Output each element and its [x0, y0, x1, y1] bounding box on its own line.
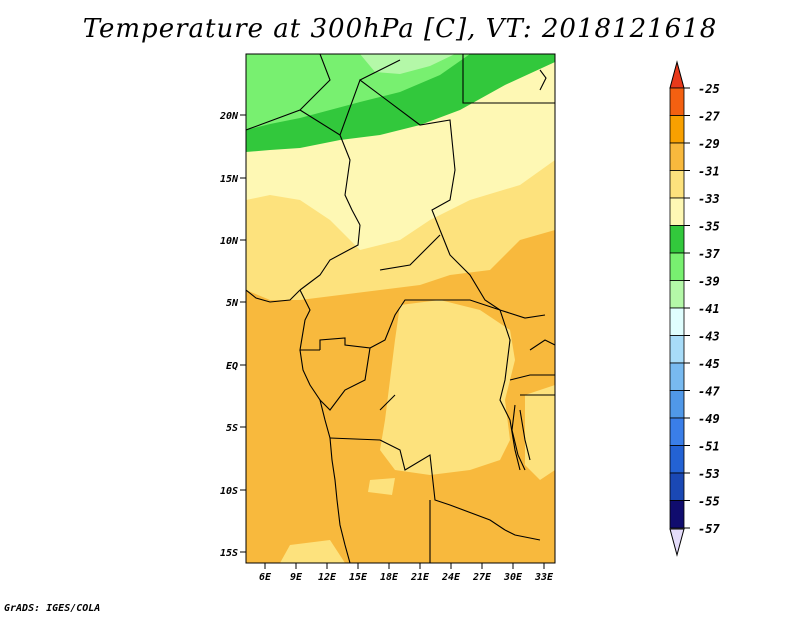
temperature-field — [246, 54, 555, 563]
legend-label: -35 — [698, 220, 720, 234]
lat-label: 5N — [226, 298, 239, 309]
legend-swatch — [669, 225, 685, 254]
lon-label: 12E — [318, 572, 337, 583]
legend-swatch — [669, 417, 685, 446]
lon-label: 21E — [410, 572, 430, 583]
legend-arrow-top — [669, 60, 685, 89]
lon-label: 15E — [349, 572, 368, 583]
lon-label: 33E — [534, 572, 554, 583]
legend-swatch — [669, 335, 685, 364]
legend-label: -31 — [698, 165, 720, 179]
legend-swatch — [669, 500, 685, 529]
color-legend: -25 -27 -29 -31 -33 -35 -37 -39 -41 -43 -45 -47 -49 -… — [669, 60, 720, 557]
legend-swatch — [669, 472, 685, 501]
legend-label: -47 — [698, 385, 720, 399]
legend-swatch — [669, 390, 685, 419]
lon-label: 9E — [290, 572, 303, 583]
band-minus-41 — [360, 54, 455, 74]
lat-label: 10N — [220, 236, 239, 247]
legend-swatch — [669, 252, 685, 281]
band-minus-33-basin — [380, 300, 515, 475]
legend-label: -41 — [698, 302, 720, 316]
band-minus-33-patch — [368, 478, 395, 495]
lon-label: 30E — [503, 572, 523, 583]
legend-swatch — [669, 87, 685, 116]
legend-label: -37 — [698, 247, 720, 261]
lat-label: 15N — [220, 174, 239, 185]
map-title: Temperature at 300hPa [C], VT: 201812161… — [82, 14, 718, 44]
legend-swatch — [669, 170, 685, 199]
legend-label: -53 — [698, 467, 720, 481]
legend-label: -25 — [698, 82, 720, 96]
credit-label: GrADS: IGES/COLA — [4, 603, 101, 614]
legend-label: -49 — [698, 412, 720, 426]
legend-label: -33 — [698, 192, 720, 206]
legend-swatch — [669, 115, 685, 144]
lat-label: EQ — [226, 361, 238, 372]
legend-swatch — [669, 362, 685, 391]
borders — [246, 54, 555, 563]
band-minus-33-east — [525, 385, 555, 480]
coastline — [246, 289, 396, 563]
legend-swatch — [669, 280, 685, 309]
legend-swatch — [669, 307, 685, 336]
lon-label: 6E — [259, 572, 272, 583]
legend-label: -45 — [698, 357, 720, 371]
legend-label: -57 — [698, 522, 720, 536]
lat-label: 15S — [220, 548, 238, 559]
legend-label: -27 — [698, 110, 720, 124]
lat-label: 10S — [220, 486, 238, 497]
legend-label: -39 — [698, 275, 720, 289]
legend-arrow-bottom — [669, 528, 685, 557]
lat-label: 20N — [219, 111, 239, 122]
legend-swatch — [669, 445, 685, 474]
legend-label: -43 — [698, 330, 720, 344]
lon-label: 27E — [472, 572, 492, 583]
map-frame — [245, 53, 556, 564]
legend-label: -29 — [698, 137, 720, 151]
lat-label: 5S — [226, 423, 238, 434]
legend-swatch — [669, 197, 685, 226]
legend-label: -51 — [698, 440, 720, 454]
lon-label: 18E — [380, 572, 399, 583]
band-minus-33-south — [280, 540, 345, 563]
lat-axis: 20N 15N 10N 5N EQ 5S 10S 15S — [219, 111, 246, 559]
lon-label: 24E — [441, 572, 461, 583]
lon-axis: 6E 9E 12E 15E 18E 21E 24E 27E 30E 33E — [259, 563, 554, 583]
legend-label: -55 — [698, 495, 720, 509]
legend-swatch — [669, 142, 685, 171]
